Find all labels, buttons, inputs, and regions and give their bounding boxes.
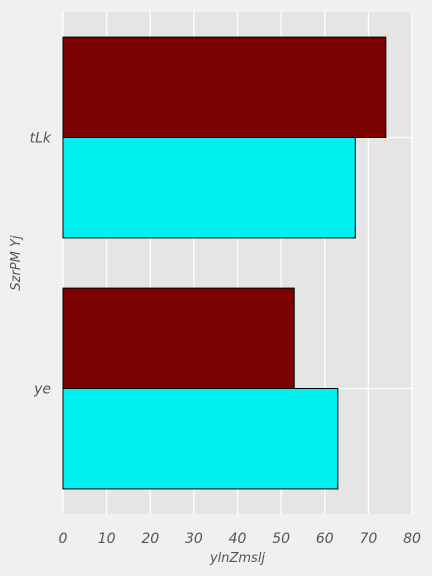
bar: [62, 388, 339, 490]
y-tick-label: ye: [33, 382, 51, 398]
bar: [62, 137, 356, 239]
x-tick-label: 10: [98, 531, 116, 547]
y-tick-label: tLk: [30, 131, 52, 147]
x-tick-label: 0: [59, 531, 68, 547]
x-tick-label: 70: [359, 531, 377, 547]
x-axis-label: ylnZmslj: [209, 551, 265, 566]
x-tick-label: 20: [141, 531, 159, 547]
bar: [62, 287, 295, 390]
x-tick-labels: 0 10 20 30 40 50 60 70 80: [59, 531, 421, 547]
x-tick-label: 30: [185, 531, 203, 547]
y-tick-labels: ye tLk: [30, 131, 52, 398]
x-tick-label: 50: [272, 531, 290, 547]
y-axis-label: SzrPM Yj: [9, 235, 24, 291]
x-tick-label: 40: [229, 531, 247, 547]
bar: [62, 36, 387, 138]
x-tick-label: 80: [403, 531, 421, 547]
bars: [62, 36, 387, 490]
x-tick-label: 60: [316, 531, 334, 547]
